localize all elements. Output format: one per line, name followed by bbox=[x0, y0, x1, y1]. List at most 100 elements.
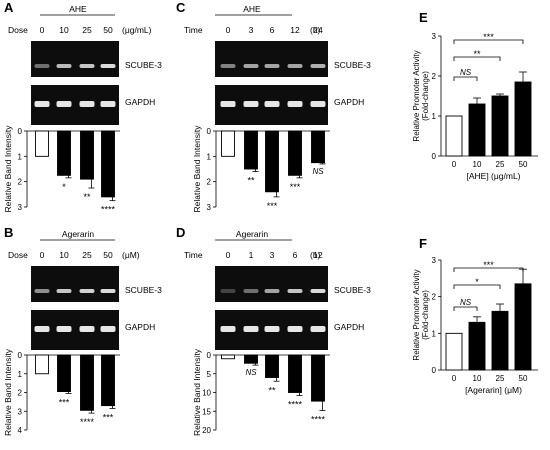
lane-label: 50 bbox=[103, 25, 113, 35]
x-tick-label: 25 bbox=[496, 374, 505, 383]
band-label: GAPDH bbox=[334, 322, 364, 332]
band bbox=[220, 289, 236, 293]
y-tick-label: 3 bbox=[207, 203, 212, 212]
bar bbox=[221, 130, 235, 157]
band bbox=[220, 101, 236, 107]
significance-label: ** bbox=[247, 176, 255, 186]
band bbox=[100, 101, 116, 107]
y-tick-label: 0 bbox=[18, 351, 23, 360]
y-tick-label: 1 bbox=[432, 112, 437, 121]
significance-label: ** bbox=[268, 385, 276, 395]
y-tick-label: 0 bbox=[432, 366, 437, 375]
y-tick-label: 15 bbox=[202, 407, 211, 416]
y-tick-label: 0 bbox=[207, 351, 212, 360]
bar bbox=[288, 354, 302, 393]
band bbox=[34, 326, 50, 332]
band bbox=[243, 64, 259, 68]
y-tick-label: 3 bbox=[18, 203, 23, 212]
unit-label: (μg/mL) bbox=[122, 25, 152, 35]
lane-label: 6 bbox=[270, 25, 275, 35]
bar bbox=[514, 81, 532, 157]
significance-label: * bbox=[62, 182, 66, 192]
bar bbox=[35, 130, 49, 157]
lane-label: 1 bbox=[249, 250, 254, 260]
band-label: SCUBE-3 bbox=[125, 60, 162, 70]
bar bbox=[445, 115, 463, 157]
band bbox=[264, 101, 280, 107]
significance-label: NS bbox=[245, 368, 257, 377]
panel-title-C: AHE bbox=[243, 4, 261, 14]
lane-label: 3 bbox=[249, 25, 254, 35]
bar bbox=[468, 321, 486, 371]
band-label: GAPDH bbox=[125, 97, 155, 107]
band bbox=[310, 101, 326, 107]
panel-D: D Agerarin Time 0 1 3 6 12(h) SCUBE-3 GAPDH 0 5 10 15… bbox=[176, 225, 371, 436]
lane-label: 0 bbox=[40, 250, 45, 260]
lane-label: 0 bbox=[226, 25, 231, 35]
lane-label: 50 bbox=[103, 250, 113, 260]
y-tick-label: 2 bbox=[18, 178, 23, 187]
lane-label: 12 bbox=[290, 25, 300, 35]
panel-label-B: B bbox=[4, 225, 13, 240]
band bbox=[56, 64, 72, 68]
y-tick-label: 2 bbox=[207, 178, 212, 187]
bar bbox=[57, 354, 71, 393]
lane-label: 3 bbox=[270, 250, 275, 260]
row-label: Time bbox=[184, 250, 203, 260]
band bbox=[287, 101, 303, 107]
significance-label: **** bbox=[101, 205, 116, 215]
significance-label: *** bbox=[290, 182, 301, 192]
band bbox=[287, 64, 303, 68]
significance-label: ** bbox=[473, 49, 481, 59]
bar bbox=[244, 354, 258, 364]
band bbox=[220, 326, 236, 332]
bar bbox=[221, 354, 235, 360]
y-tick-label: 1 bbox=[18, 370, 23, 379]
bar bbox=[101, 130, 115, 198]
significance-label: *** bbox=[267, 201, 278, 211]
significance-label: **** bbox=[80, 417, 95, 427]
band bbox=[34, 64, 50, 68]
band bbox=[34, 101, 50, 107]
band bbox=[264, 326, 280, 332]
x-tick-label: 50 bbox=[519, 374, 528, 383]
y-tick-label: 1 bbox=[18, 152, 23, 161]
scube3-blot bbox=[31, 266, 119, 302]
lane-label: 25 bbox=[82, 25, 92, 35]
panel-title-D: Agerarin bbox=[236, 229, 268, 239]
band-label: GAPDH bbox=[125, 322, 155, 332]
y-tick-label: 3 bbox=[18, 407, 23, 416]
band bbox=[220, 64, 236, 68]
y-axis-label: Relative Band Intensity bbox=[192, 125, 202, 213]
row-label: Dose bbox=[8, 250, 28, 260]
band bbox=[264, 64, 280, 68]
band-label: SCUBE-3 bbox=[334, 285, 371, 295]
y-axis-label: Relative Promoter Activity bbox=[412, 269, 421, 360]
bar bbox=[468, 103, 486, 157]
lane-label: 0 bbox=[226, 250, 231, 260]
panel-E: E 0 1 2 3 Relative Promoter Activity (Fold-cha… bbox=[412, 10, 538, 181]
significance-label: *** bbox=[59, 397, 70, 407]
lane-label: 6 bbox=[293, 250, 298, 260]
y-tick-label: 3 bbox=[432, 32, 437, 41]
significance-bracket bbox=[453, 284, 501, 289]
band-label: SCUBE-3 bbox=[334, 60, 371, 70]
panel-B: B Agerarin Dose 0 10 25 50 (μM) SCUBE-3 GAPDH 0 1 2 3… bbox=[3, 225, 162, 436]
bar bbox=[514, 283, 532, 371]
band bbox=[100, 64, 116, 68]
y-tick-label: 2 bbox=[18, 389, 23, 398]
band bbox=[100, 326, 116, 332]
band bbox=[310, 326, 326, 332]
band bbox=[243, 289, 259, 293]
significance-label: NS bbox=[460, 298, 472, 307]
band-label: GAPDH bbox=[334, 97, 364, 107]
bar bbox=[491, 95, 509, 157]
band bbox=[56, 289, 72, 293]
band bbox=[56, 326, 72, 332]
significance-label: *** bbox=[483, 32, 494, 42]
y-tick-label: 20 bbox=[202, 426, 211, 435]
significance-label: *** bbox=[103, 412, 114, 422]
bar bbox=[80, 354, 94, 411]
